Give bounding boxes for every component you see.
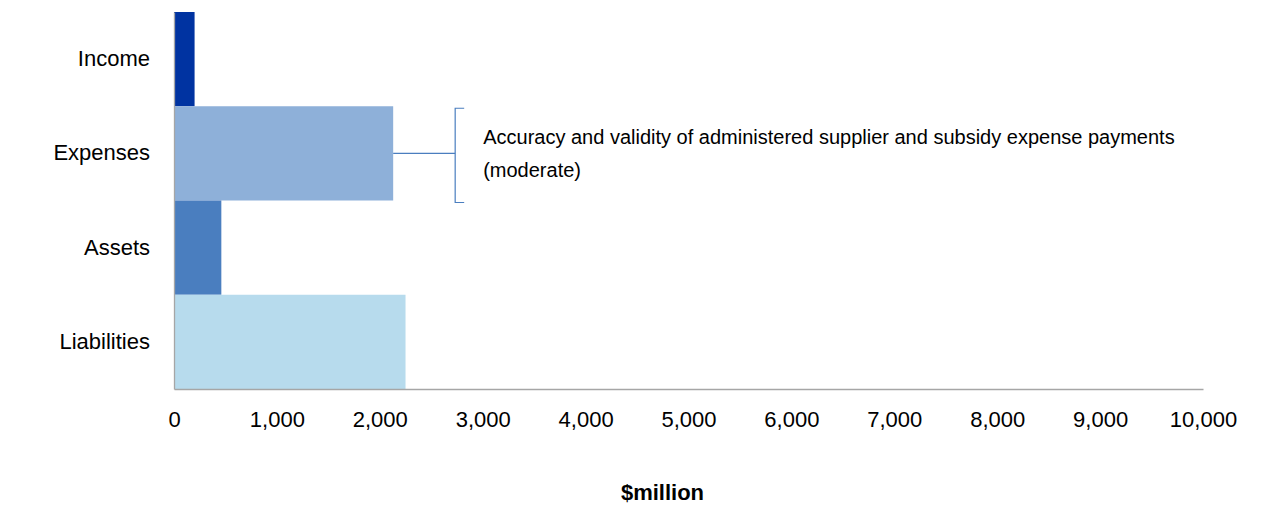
y-tick-label: Assets xyxy=(84,235,150,260)
annotation-text: Accuracy and validity of administered su… xyxy=(483,126,1174,181)
y-tick: Liabilities xyxy=(60,329,175,354)
y-tick-label: Income xyxy=(78,46,150,71)
x-tick: 2,000 xyxy=(353,389,408,432)
chart: 0 1,000 2,000 3,000 4,000 5,000 6,000 7,000 8,00… xyxy=(0,0,1277,515)
x-tick: 8,000 xyxy=(970,389,1025,432)
x-axis-title: $million xyxy=(621,480,704,505)
y-tick: Income xyxy=(78,46,174,71)
y-tick-label: Liabilities xyxy=(60,329,151,354)
x-tick-label: 8,000 xyxy=(970,407,1025,432)
annotation: Accuracy and validity of administered su… xyxy=(393,108,1174,202)
x-tick-label: 7,000 xyxy=(867,407,922,432)
x-tick: 10,000 xyxy=(1170,389,1237,432)
x-tick-label: 5,000 xyxy=(661,407,716,432)
x-axis: 0 1,000 2,000 3,000 4,000 5,000 6,000 7,000 8,00… xyxy=(168,389,1237,432)
x-tick: 6,000 xyxy=(764,389,819,432)
x-tick-label: 0 xyxy=(168,407,180,432)
annotation-bracket xyxy=(455,108,464,202)
bar xyxy=(174,295,406,389)
x-tick: 1,000 xyxy=(250,389,305,432)
x-tick: 0 xyxy=(168,389,180,432)
y-tick-label: Expenses xyxy=(53,140,150,165)
plot: 0 1,000 2,000 3,000 4,000 5,000 6,000 7,000 8,00… xyxy=(53,12,1237,432)
x-tick-label: 10,000 xyxy=(1170,407,1237,432)
y-axis: Income Expenses Assets Liabilities xyxy=(53,13,174,390)
x-tick-label: 2,000 xyxy=(353,407,408,432)
x-tick-label: 9,000 xyxy=(1073,407,1128,432)
bars xyxy=(174,12,406,389)
x-tick: 9,000 xyxy=(1073,389,1128,432)
x-tick-label: 6,000 xyxy=(764,407,819,432)
x-axis-line xyxy=(175,389,1204,390)
annotation-line: (moderate) xyxy=(483,159,581,181)
x-tick: 7,000 xyxy=(867,389,922,432)
x-tick-label: 3,000 xyxy=(456,407,511,432)
y-tick: Assets xyxy=(84,235,174,260)
bar xyxy=(174,12,195,106)
bar xyxy=(174,106,393,200)
bar xyxy=(174,201,221,295)
x-tick: 4,000 xyxy=(559,389,614,432)
x-tick-label: 1,000 xyxy=(250,407,305,432)
y-axis-line xyxy=(174,13,175,390)
annotation-line: Accuracy and validity of administered su… xyxy=(483,126,1174,148)
x-tick-label: 4,000 xyxy=(559,407,614,432)
y-tick: Expenses xyxy=(53,140,174,165)
annotation-connector xyxy=(393,153,455,154)
x-tick: 3,000 xyxy=(456,389,511,432)
x-tick: 5,000 xyxy=(661,389,716,432)
